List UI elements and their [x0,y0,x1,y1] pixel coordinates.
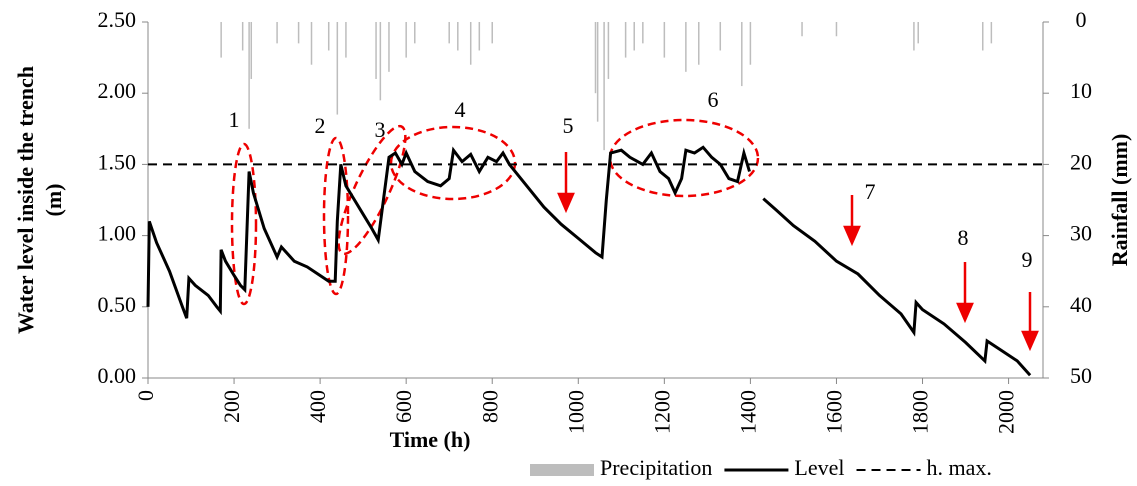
rain-bar [297,22,300,44]
annotation: 4 [455,97,466,122]
y2-tick-label: 40 [1070,292,1092,317]
rain-bar [336,22,339,115]
rain-bar [248,22,250,129]
y2-axis-label: Rainfall (mm) [1107,134,1132,267]
x-tick-label: 1000 [563,390,588,434]
arrow-head [1021,330,1039,352]
rain-bar [379,22,382,101]
y-tick-label: 0.00 [98,363,137,388]
annotation: 2 [315,113,326,138]
x-tick-label: 200 [219,390,244,423]
rain-bar [835,22,838,37]
legend-label: Level [794,455,844,480]
annotation: 7 [865,179,876,204]
annotation: 6 [708,87,719,112]
ellipse [230,142,258,306]
rain-bar [220,22,222,58]
rain-bar [663,22,666,58]
ellipse [337,124,407,256]
rain-bar [982,22,984,51]
arrows [557,152,1039,352]
rain-bar [801,22,803,37]
rain-bar [594,22,597,94]
rain-bar [990,22,993,44]
legend-label: Precipitation [600,455,712,480]
legend-label: h. max. [927,455,992,480]
annotation: 5 [563,113,574,138]
rain-bar [603,22,605,151]
rain-bar [414,22,416,44]
rain-bar [917,22,919,44]
y-tick-label: 2.50 [98,7,137,32]
rain-bar [478,22,481,51]
y2-tick-label: 0 [1076,7,1087,32]
legend-swatch [530,464,594,476]
x-tick-label: 1200 [649,390,674,434]
x-tick-label: 800 [477,390,502,423]
arrow-head [843,225,861,247]
y2-tick-label: 50 [1070,363,1092,388]
rain-bar [457,22,459,51]
x-tick-label: 0 [133,390,158,401]
ellipse [608,118,760,198]
annotation: 1 [229,107,240,132]
annotation: 8 [958,225,969,250]
rain-bar [698,22,700,65]
x-tick-label: 400 [305,390,330,423]
rain-bar [405,22,407,58]
rain-bar [624,22,627,58]
rain-bar [642,22,644,44]
annotation: 9 [1022,247,1033,272]
y-tick-label: 2.00 [98,78,137,103]
rain-bar [276,22,278,44]
rain-bar [250,22,253,79]
rain-bar [327,22,330,51]
arrow-head [956,302,974,324]
ellipse [389,125,517,201]
rain-bar [607,22,610,79]
rain-bar [741,22,743,87]
x-axis-label: Time (h) [390,427,471,452]
rain-bar [633,22,635,51]
rain-bar [491,22,493,44]
y-tick-label: 1.00 [98,221,137,246]
rain-bar [448,22,450,44]
y2-tick-label: 20 [1070,149,1092,174]
x-tick-label: 1400 [735,390,760,434]
rain-bar [749,22,752,65]
rain-bar [685,22,687,72]
y-tick-label: 0.50 [98,292,137,317]
highlight-ellipses [230,118,760,306]
rain-bar [241,22,244,51]
x-tick-label: 1600 [822,390,847,434]
x-tick-label: 1800 [908,390,933,434]
rain-bar [388,22,390,72]
y-axis-label: (m) [41,184,66,217]
level-line [146,145,1032,377]
y-tick-label: 1.50 [98,149,137,174]
rain-bar [375,22,377,79]
arrow-head [557,192,575,214]
rain-bar [596,22,599,122]
x-tick-label: 2000 [994,390,1019,434]
annotation: 3 [375,117,386,142]
y-axis-label: Water level inside the trench [13,66,38,334]
rain-bar [310,22,313,65]
rain-bar [719,22,722,51]
y2-tick-label: 10 [1070,78,1092,103]
y2-tick-label: 30 [1070,221,1092,246]
rain-bar [469,22,472,65]
rain-bar [345,22,347,58]
ellipse [322,136,350,296]
x-tick-label: 600 [391,390,416,423]
rain-bar [913,22,915,51]
